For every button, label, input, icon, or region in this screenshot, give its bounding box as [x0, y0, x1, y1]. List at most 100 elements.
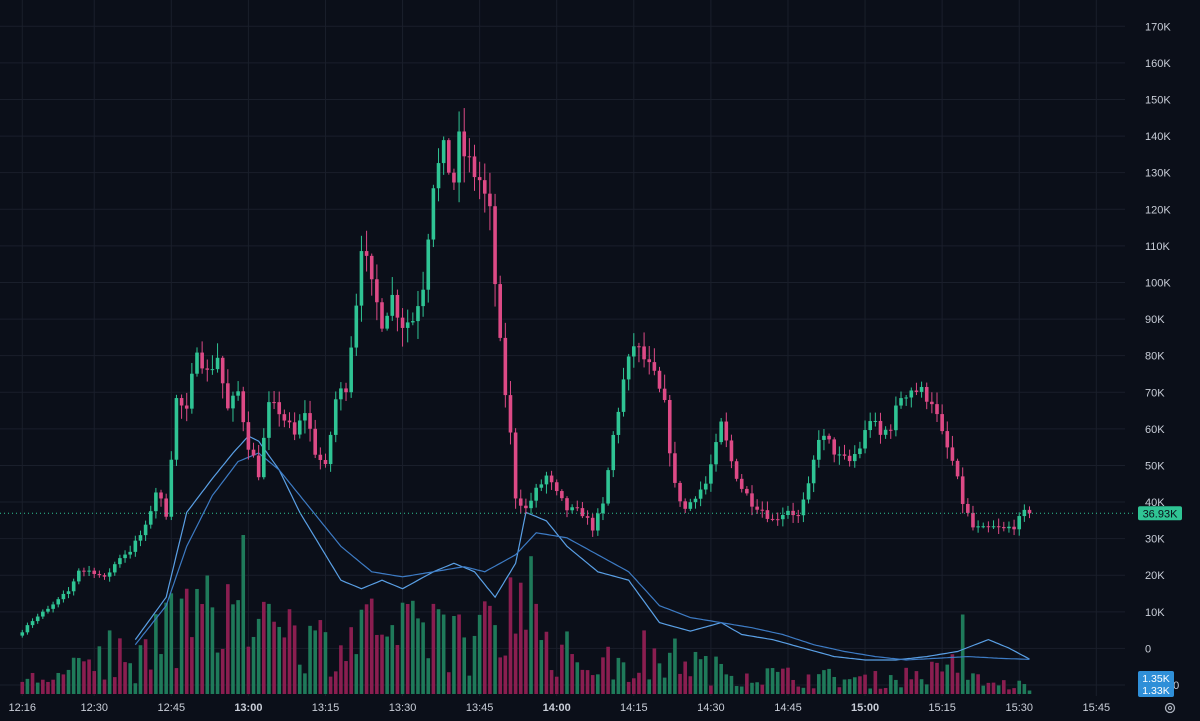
- volume-bar: [20, 681, 25, 694]
- candle-body: [698, 489, 703, 499]
- volume-bar: [971, 673, 975, 694]
- volume-bar: [51, 679, 55, 694]
- volume-bar: [904, 667, 908, 694]
- x-tick-label: 13:45: [466, 702, 494, 714]
- candle-body: [971, 512, 975, 528]
- volume-bar: [92, 671, 97, 694]
- volume-bar: [493, 625, 497, 694]
- volume-bar: [118, 638, 122, 694]
- candle-body: [786, 510, 790, 516]
- candle-body: [508, 395, 513, 433]
- candle-body: [688, 502, 693, 509]
- volume-bar: [112, 677, 117, 694]
- volume-bar: [909, 679, 914, 694]
- candle-body: [61, 593, 66, 600]
- candle-body: [832, 439, 837, 455]
- candle-body: [20, 632, 25, 636]
- candle-body: [904, 397, 908, 399]
- candle-body: [148, 511, 153, 525]
- volume-bar: [333, 671, 338, 694]
- y-tick-label: 40K: [1145, 497, 1165, 509]
- candle-body: [339, 388, 343, 400]
- candle-body: [205, 368, 210, 370]
- candle-body: [272, 402, 276, 404]
- volume-bar: [796, 686, 801, 694]
- candle-body: [549, 475, 554, 483]
- candle-body: [431, 188, 436, 240]
- candle-body: [159, 492, 163, 499]
- candle-body: [297, 420, 302, 435]
- volume-bar: [133, 683, 138, 694]
- volume-bar: [883, 687, 888, 694]
- volume-bar: [148, 669, 153, 694]
- volume-bar: [981, 685, 986, 694]
- candle-body: [493, 206, 497, 285]
- candle-body: [667, 399, 672, 454]
- volume-bar: [339, 645, 343, 694]
- candle-body: [112, 564, 117, 573]
- volume-bar: [703, 656, 708, 694]
- volume-bar: [755, 682, 759, 694]
- candle-body: [30, 621, 35, 626]
- x-tick-label: 12:16: [9, 702, 37, 714]
- candle-body: [513, 432, 518, 499]
- candle-body: [765, 510, 770, 519]
- volume-bar: [549, 670, 554, 694]
- volume-bar: [996, 685, 1001, 694]
- candle-body: [174, 398, 179, 460]
- x-tick-label: 13:30: [389, 702, 417, 714]
- volume-bar: [287, 609, 292, 694]
- candle-body: [441, 140, 446, 164]
- volume-bar: [806, 674, 811, 694]
- candle-body: [714, 442, 718, 465]
- candle-body: [642, 346, 646, 360]
- volume-bar: [1007, 689, 1011, 694]
- settings-gear-icon[interactable]: [1164, 702, 1176, 714]
- volume-bar: [781, 668, 785, 694]
- volume-bar: [477, 614, 482, 694]
- volume-bar: [940, 671, 944, 694]
- volume-bar: [313, 630, 317, 694]
- volume-bar: [734, 686, 739, 694]
- volume-bar: [1027, 690, 1032, 694]
- volume-bar: [693, 651, 698, 694]
- volume-bar: [77, 657, 81, 694]
- candle-body: [447, 140, 451, 173]
- volume-bar: [277, 626, 282, 694]
- candle-body: [966, 503, 970, 513]
- candle-body: [462, 131, 467, 157]
- candle-body: [940, 414, 944, 432]
- volume-bar: [596, 674, 600, 694]
- candle-body: [102, 575, 107, 577]
- candle-body: [426, 239, 431, 290]
- candle-body: [287, 420, 292, 423]
- volume-bar: [827, 668, 831, 694]
- volume-bar: [292, 625, 297, 694]
- volume-bar: [226, 584, 230, 694]
- volume-bar: [400, 602, 405, 694]
- candle-body: [827, 435, 831, 440]
- candle-body: [380, 302, 384, 329]
- candle-body: [51, 604, 55, 609]
- volume-bar: [159, 654, 163, 694]
- last-price-badge: [1138, 506, 1182, 521]
- y-tick-label: 90K: [1145, 314, 1165, 326]
- y-tick-label: 50K: [1145, 460, 1165, 472]
- volume-bar: [930, 661, 934, 694]
- volume-bar: [35, 682, 40, 694]
- x-tick-label: 13:15: [312, 702, 340, 714]
- volume-bar: [966, 679, 970, 694]
- volume-bar: [852, 677, 857, 694]
- x-tick-label: 14:45: [774, 702, 802, 714]
- volume-bar: [601, 657, 605, 694]
- volume-ma-fast-line: [134, 435, 1030, 661]
- volume-bar: [267, 603, 271, 694]
- volume-bar: [349, 627, 353, 694]
- volume-bar: [858, 676, 862, 694]
- candle-body: [873, 420, 878, 422]
- volume-bar: [323, 632, 328, 694]
- candle-body: [292, 422, 297, 435]
- x-axis: 12:16 12:30 12:45 13:00 13:15 13:30 13:45 14:00…: [9, 702, 1111, 714]
- candle-body: [596, 513, 600, 531]
